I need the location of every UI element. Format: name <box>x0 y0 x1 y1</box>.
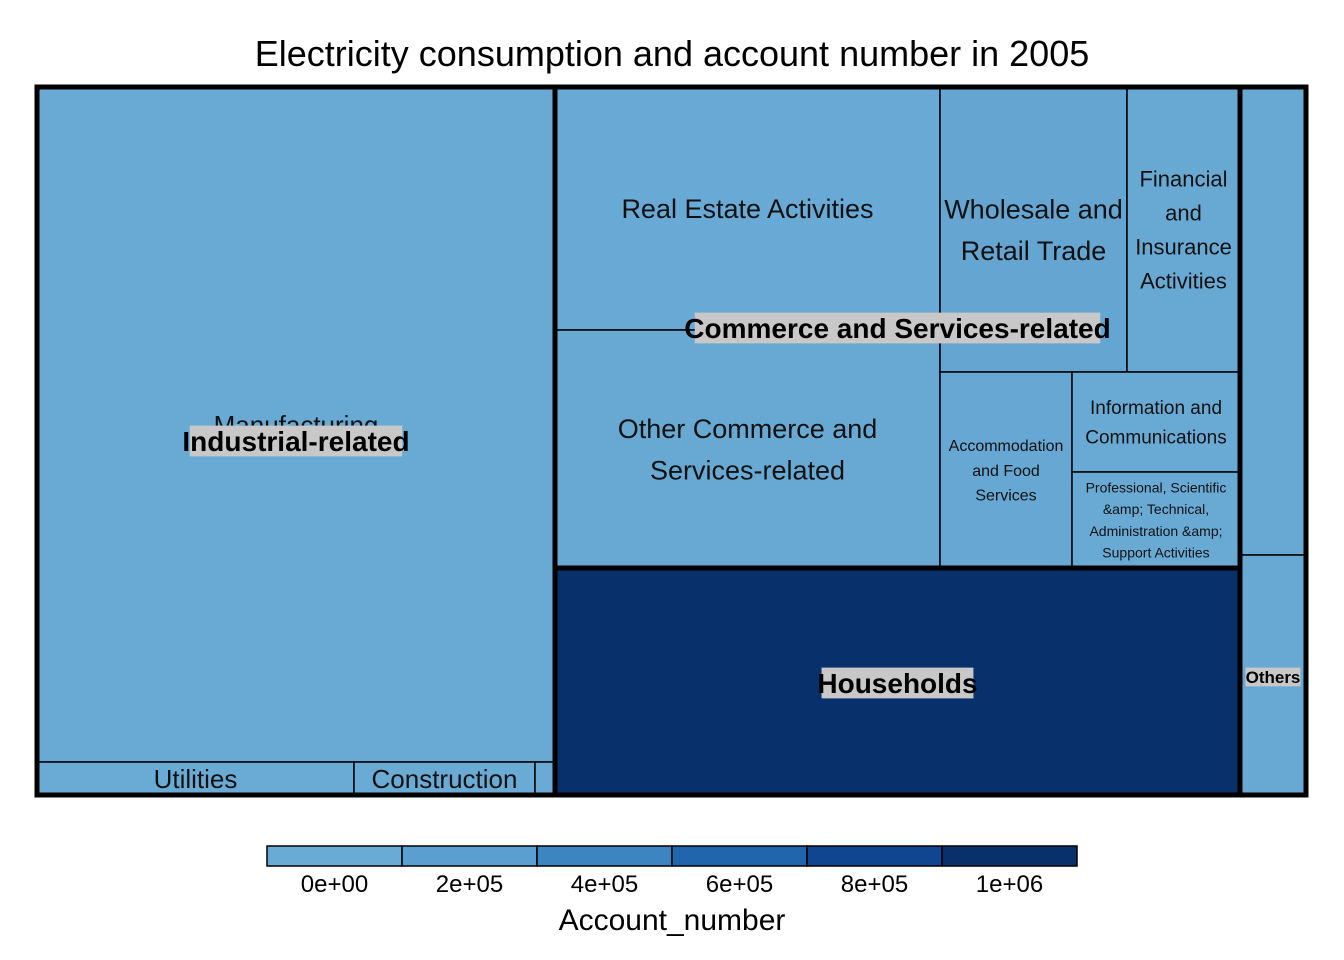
tile-industrial-related-4 <box>534 761 556 796</box>
group-label-bg-commerce-and-services-related <box>694 312 1101 344</box>
group-label-households: Households <box>817 668 977 699</box>
group-label-commerce-and-services-related: Commerce and Services-related <box>684 313 1110 344</box>
legend-swatch-4 <box>671 845 808 867</box>
legend-tick-label-4: 6e+05 <box>706 871 773 898</box>
treemap-group-borders <box>34 84 1309 798</box>
tile-label-accommodation-and-food-services: Accommodation and Food Services <box>949 438 1064 505</box>
legend-swatch-2 <box>401 845 538 867</box>
tile-commerce-and-services-related-other-commerce-and-services-related <box>554 329 941 569</box>
group-label-others: Others <box>1246 668 1301 687</box>
legend-tick-label-6: 1e+06 <box>976 871 1043 898</box>
legend-swatches <box>266 845 1078 867</box>
color-legend: 0e+00 2e+05 4e+05 6e+05 8e+05 1e+06 Account_n… <box>266 845 1078 937</box>
tile-commerce-and-services-related-accommodation-and-food-services <box>939 371 1073 569</box>
legend-tick-label-5: 8e+05 <box>841 871 908 898</box>
legend-tick-label-1: 0e+00 <box>301 871 368 898</box>
group-label-bg-industrial-related <box>189 425 403 457</box>
treemap-group-labels: Industrial-related Commerce and Services-… <box>182 312 1301 699</box>
tile-others-1 <box>1239 86 1307 556</box>
tile-label-construction: Construction <box>372 764 518 794</box>
tile-commerce-and-services-related-information-and-communications <box>1071 371 1241 473</box>
legend-title: Account_number <box>559 904 786 937</box>
tile-label-other-commerce-and-services-related: Other Commerce and Services-related <box>618 414 878 486</box>
legend-swatch-3 <box>536 845 673 867</box>
tile-label-wholesale-and-retail-trade: Wholesale and Retail Trade <box>944 194 1123 266</box>
legend-swatch-1 <box>266 845 403 867</box>
plot-border <box>34 84 1309 798</box>
tile-label-financial-and-insurance-activities: Financial and Insurance Activities <box>1135 166 1232 293</box>
legend-swatch-6 <box>941 845 1078 867</box>
legend-tick-label-3: 4e+05 <box>571 871 638 898</box>
tile-label-professional-scientific-and-technical-administration-and-support-activities: Professional, Scientific &amp; Technical,… <box>1086 479 1227 560</box>
group-label-bg-others <box>1245 667 1301 687</box>
tile-label-real-estate-activities: Real Estate Activities <box>621 194 873 224</box>
legend-tick-labels: 0e+00 2e+05 4e+05 6e+05 8e+05 1e+06 <box>301 871 1043 898</box>
tile-label-information-and-communications: Information and Communications <box>1085 398 1227 448</box>
group-label-bg-households <box>821 667 974 699</box>
chart-title: Electricity consumption and account numb… <box>255 33 1089 74</box>
legend-swatch-5 <box>806 845 943 867</box>
tile-commerce-and-services-related-professional-scientific-and-technical-administration-and-support-activities <box>1071 471 1241 569</box>
tile-label-utilities: Utilities <box>154 764 238 794</box>
legend-tick-label-2: 2e+05 <box>436 871 503 898</box>
tile-industrial-related-utilities <box>36 761 355 796</box>
group-label-industrial-related: Industrial-related <box>182 426 409 457</box>
tile-commerce-and-services-related-financial-and-insurance-activities <box>1126 86 1241 373</box>
tile-industrial-related-manufacturing <box>36 86 556 763</box>
